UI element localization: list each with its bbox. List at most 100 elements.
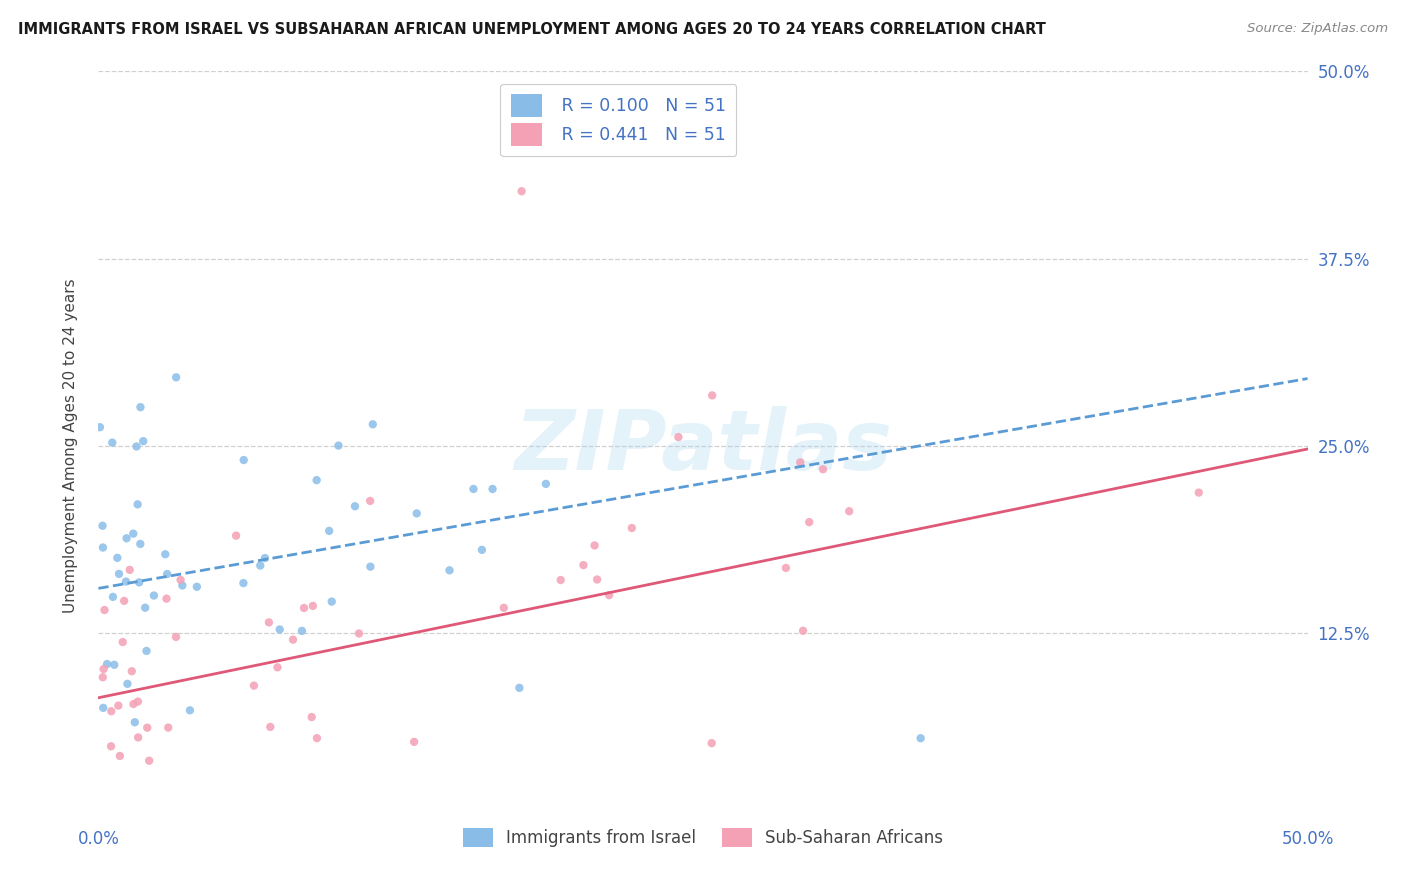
Point [105,550,128,565]
Point [281,632,304,647]
Point [115,574,138,589]
Point [305,731,328,746]
Text: ZIPatlas: ZIPatlas [515,406,891,486]
Point [142,589,165,603]
Point [155,591,177,606]
Point [127,731,149,745]
Point [108,566,131,581]
Point [128,575,150,590]
Point [253,551,276,566]
Point [91,518,114,533]
Point [91,541,114,555]
Point [129,537,152,551]
Legend: Immigrants from Israel, Sub-Saharan Africans: Immigrants from Israel, Sub-Saharan Afri… [457,821,949,854]
Point [321,594,343,608]
Point [127,695,149,709]
Point [700,736,723,750]
Point [112,594,135,608]
Point [127,497,149,511]
Point [598,588,620,602]
Point [910,731,932,746]
Point [100,739,122,754]
Point [301,710,323,724]
Point [305,473,328,487]
Point [136,721,159,735]
Point [471,542,494,557]
Point [101,435,124,450]
Point [249,558,271,573]
Point [811,462,834,476]
Point [838,504,860,518]
Point [792,624,814,638]
Point [572,558,595,573]
Point [111,635,134,649]
Point [108,748,131,763]
Point [93,603,115,617]
Point [259,720,281,734]
Point [302,599,325,613]
Point [666,430,689,444]
Point [492,600,515,615]
Point [789,455,811,469]
Point [156,567,179,582]
Point [122,697,145,711]
Point [775,561,797,575]
Point [138,754,160,768]
Point [135,644,157,658]
Point [155,547,177,561]
Point [101,590,124,604]
Point [361,417,384,432]
Point [586,573,609,587]
Point [799,515,821,529]
Point [157,721,180,735]
Point [89,420,111,434]
Point [347,626,370,640]
Point [269,623,291,637]
Point [179,703,201,717]
Point [232,453,254,467]
Point [510,184,533,198]
Point [132,434,155,449]
Point [225,528,247,542]
Point [534,476,557,491]
Point [343,500,366,514]
Point [165,630,187,644]
Point [100,704,122,718]
Text: Source: ZipAtlas.com: Source: ZipAtlas.com [1247,22,1388,36]
Point [405,507,427,521]
Point [702,388,724,402]
Point [620,521,643,535]
Point [257,615,280,630]
Point [292,601,315,615]
Point [291,624,314,638]
Point [91,701,114,715]
Point [103,657,125,672]
Point [508,681,530,695]
Point [96,657,118,671]
Point [243,679,266,693]
Point [115,531,138,545]
Point [134,600,156,615]
Point [404,735,426,749]
Point [93,662,115,676]
Point [124,715,146,730]
Point [232,576,254,591]
Point [359,494,381,508]
Point [129,400,152,414]
Point [169,573,191,587]
Point [550,573,572,587]
Point [125,440,148,454]
Point [439,563,461,577]
Point [107,698,129,713]
Point [121,664,143,678]
Point [117,677,139,691]
Point [359,559,381,574]
Point [186,580,208,594]
Point [266,660,288,674]
Point [481,482,503,496]
Point [328,439,350,453]
Point [172,578,194,592]
Point [122,526,145,541]
Y-axis label: Unemployment Among Ages 20 to 24 years: Unemployment Among Ages 20 to 24 years [63,278,77,614]
Text: IMMIGRANTS FROM ISRAEL VS SUBSAHARAN AFRICAN UNEMPLOYMENT AMONG AGES 20 TO 24 YE: IMMIGRANTS FROM ISRAEL VS SUBSAHARAN AFR… [18,22,1046,37]
